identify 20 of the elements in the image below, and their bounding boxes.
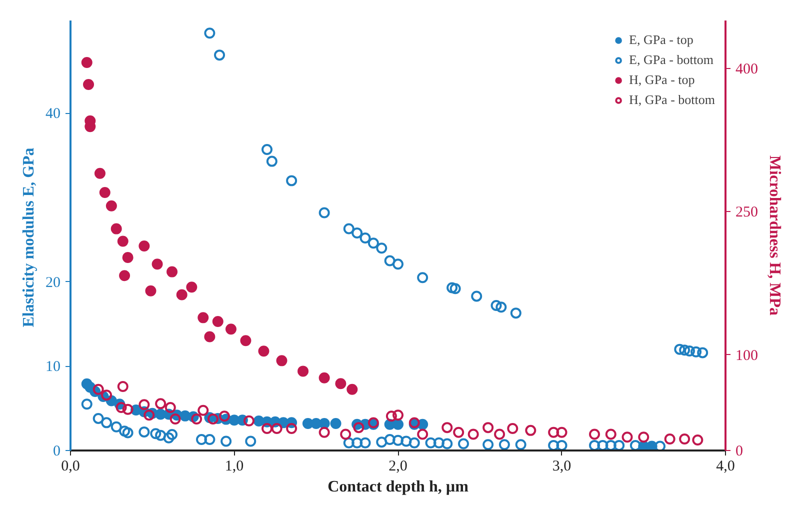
x-axis-title: Contact depth h, µm (328, 478, 470, 496)
legend-label: E, GPa - top (629, 32, 694, 48)
y2-tick-label: 100 (736, 348, 758, 364)
x-tick-label: 2,0 (388, 458, 408, 474)
y2-axis-title: Microhardness H, MPa (766, 155, 783, 316)
x-tick-label: 3,0 (552, 458, 572, 474)
legend-label: H, GPa - bottom (629, 92, 715, 108)
x-tick-label: 0,0 (61, 458, 80, 474)
y2-tick-label: 250 (736, 204, 758, 221)
y-axis-title: Elasticity modulus E, GPa (20, 148, 38, 328)
y-tick-label: 10 (46, 359, 60, 376)
legend-label: H, GPa - top (629, 72, 695, 88)
y-tick-label: 40 (46, 106, 60, 122)
y-tick-label: 20 (46, 274, 60, 291)
legend-label: E, GPa - bottom (629, 52, 714, 68)
x-tick-label: 4,0 (716, 458, 735, 474)
y2-tick-label: 400 (736, 61, 758, 78)
y-tick-label: 0 (53, 444, 60, 460)
y2-tick-label: 0 (736, 444, 743, 460)
x-tick-label: 1,0 (224, 458, 244, 474)
